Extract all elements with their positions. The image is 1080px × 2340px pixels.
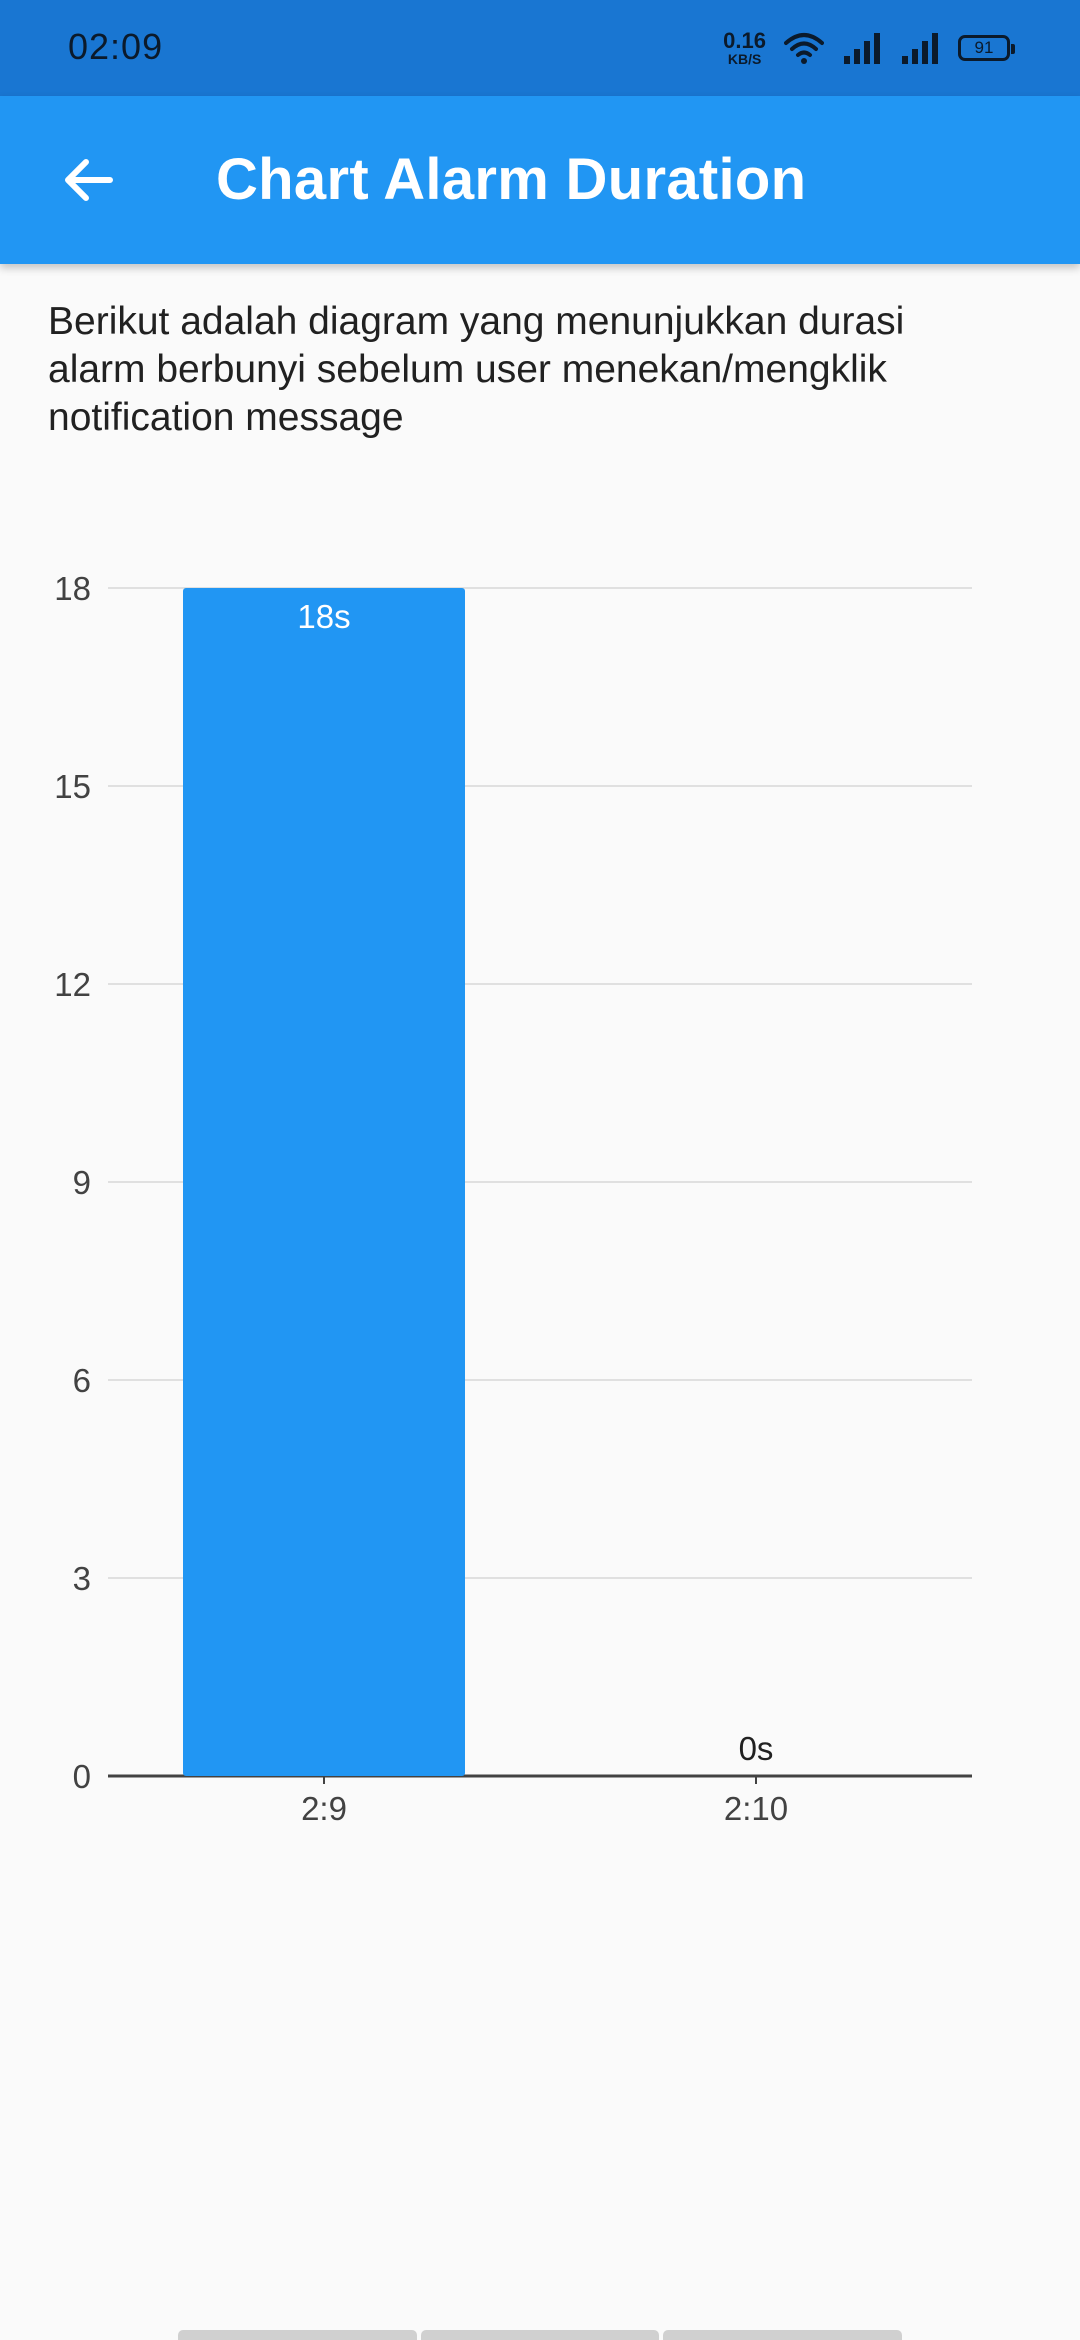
y-tick-label: 12 xyxy=(54,966,91,1003)
status-icons: 0.16 KB/S 91 xyxy=(723,24,1015,72)
signal-icon xyxy=(902,33,938,64)
data-label: 18s xyxy=(297,598,350,635)
chart-description: Berikut adalah diagram yang menunjukkan … xyxy=(48,300,905,439)
back-button[interactable] xyxy=(48,140,128,220)
y-tick-label: 0 xyxy=(73,1758,91,1795)
wifi-icon xyxy=(784,33,824,64)
battery-icon: 91 xyxy=(958,35,1015,61)
arrow-back-icon xyxy=(65,159,113,201)
page-title: Chart Alarm Duration xyxy=(216,147,807,212)
network-speed-unit: KB/S xyxy=(727,51,762,67)
x-tick-label: 2:10 xyxy=(724,1790,788,1827)
status-time: 02:09 xyxy=(68,26,164,67)
bar-chart: 0 3 6 9 12 15 18 2:9 18s 2:10 0s xyxy=(54,570,972,1827)
app-bar: Chart Alarm Duration xyxy=(0,96,1080,264)
y-tick-label: 15 xyxy=(54,768,91,805)
status-bar: 02:09 0.16 KB/S 91 xyxy=(0,0,1080,96)
y-tick-label: 9 xyxy=(73,1164,91,1201)
data-label: 0s xyxy=(739,1730,774,1767)
x-tick-label: 2:9 xyxy=(301,1790,347,1827)
bar xyxy=(183,588,465,1776)
y-tick-label: 3 xyxy=(73,1560,91,1597)
signal-icon xyxy=(844,33,880,64)
network-speed-value: 0.16 xyxy=(723,28,766,53)
battery-level: 91 xyxy=(974,38,994,57)
y-tick-label: 18 xyxy=(54,570,91,607)
network-speed: 0.16 KB/S xyxy=(723,28,766,67)
y-tick-label: 6 xyxy=(73,1362,91,1399)
gesture-nav-bar xyxy=(178,2330,903,2340)
